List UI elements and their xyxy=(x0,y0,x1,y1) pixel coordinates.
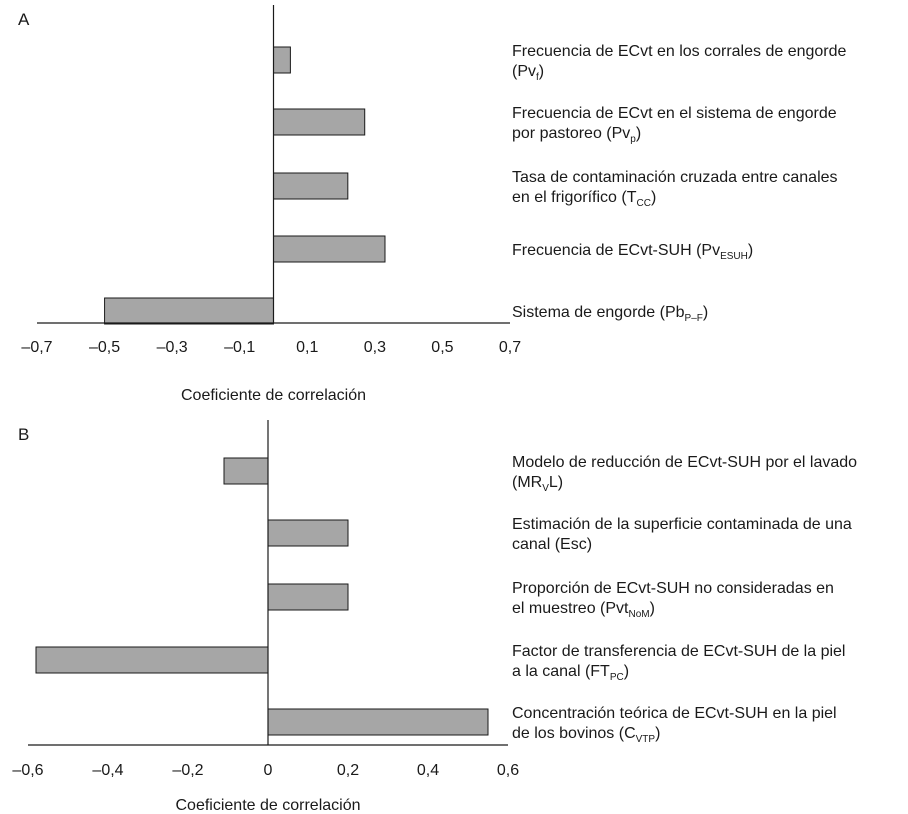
category-label: Estimación de la superficie contaminada … xyxy=(512,516,852,553)
x-tick-label: 0 xyxy=(264,762,273,779)
category-label: Frecuencia de ECvt en los corrales de en… xyxy=(512,43,847,83)
x-tick-label: –0,2 xyxy=(172,762,203,779)
panel-letter: B xyxy=(18,425,29,444)
x-tick-label: –0,5 xyxy=(89,339,120,356)
category-label: Factor de transferencia de ECvt-SUH de l… xyxy=(512,643,845,683)
category-label: Proporción de ECvt-SUH no consideradas e… xyxy=(512,580,834,620)
bar-5 xyxy=(267,708,489,736)
panel-letter: A xyxy=(18,10,30,29)
x-tick-label: 0,2 xyxy=(337,762,359,779)
bar-1 xyxy=(223,457,269,485)
x-tick-label: 0,6 xyxy=(497,762,519,779)
x-tick-label: 0,3 xyxy=(364,339,386,356)
bar-1 xyxy=(273,46,291,74)
bar-3 xyxy=(267,583,349,611)
bar-5 xyxy=(104,297,274,325)
x-axis-title: Coeficiente de correlación xyxy=(176,797,361,814)
panel-b: B –0,6 –0,4 –0,2 0 0,2 0,4 0,6 Coeficiente de co… xyxy=(12,420,857,814)
x-tick-label: 0,1 xyxy=(296,339,318,356)
x-tick-label: –0,4 xyxy=(92,762,123,779)
category-label: Tasa de contaminación cruzada entre cana… xyxy=(512,169,838,209)
x-tick-label: –0,6 xyxy=(12,762,43,779)
x-tick-label: –0,7 xyxy=(21,339,52,356)
x-tick-label: 0,5 xyxy=(431,339,453,356)
x-axis-title: Coeficiente de correlación xyxy=(181,387,366,404)
bar-3 xyxy=(273,172,349,200)
x-tick-label: –0,1 xyxy=(224,339,255,356)
bar-2 xyxy=(267,519,349,547)
category-label: Concentración teórica de ECvt-SUH en la … xyxy=(512,705,837,745)
category-label: Frecuencia de ECvt-SUH (PvESUH​) xyxy=(512,242,753,262)
bar-2 xyxy=(273,108,366,136)
bar-4 xyxy=(35,646,269,674)
x-tick-label: 0,7 xyxy=(499,339,521,356)
x-tick-label: –0,3 xyxy=(157,339,188,356)
category-label: Sistema de engorde (PbP–F​) xyxy=(512,304,708,324)
panel-a: A –0,7 –0,5 –0,3 –0,1 0,1 0,3 0,5 0,7 Coeficiente… xyxy=(18,5,847,404)
category-label: Modelo de reducción de ECvt-SUH por el l… xyxy=(512,454,857,494)
category-label: Frecuencia de ECvt en el sistema de engo… xyxy=(512,105,837,145)
bar-4 xyxy=(273,235,386,263)
x-tick-label: 0,4 xyxy=(417,762,439,779)
